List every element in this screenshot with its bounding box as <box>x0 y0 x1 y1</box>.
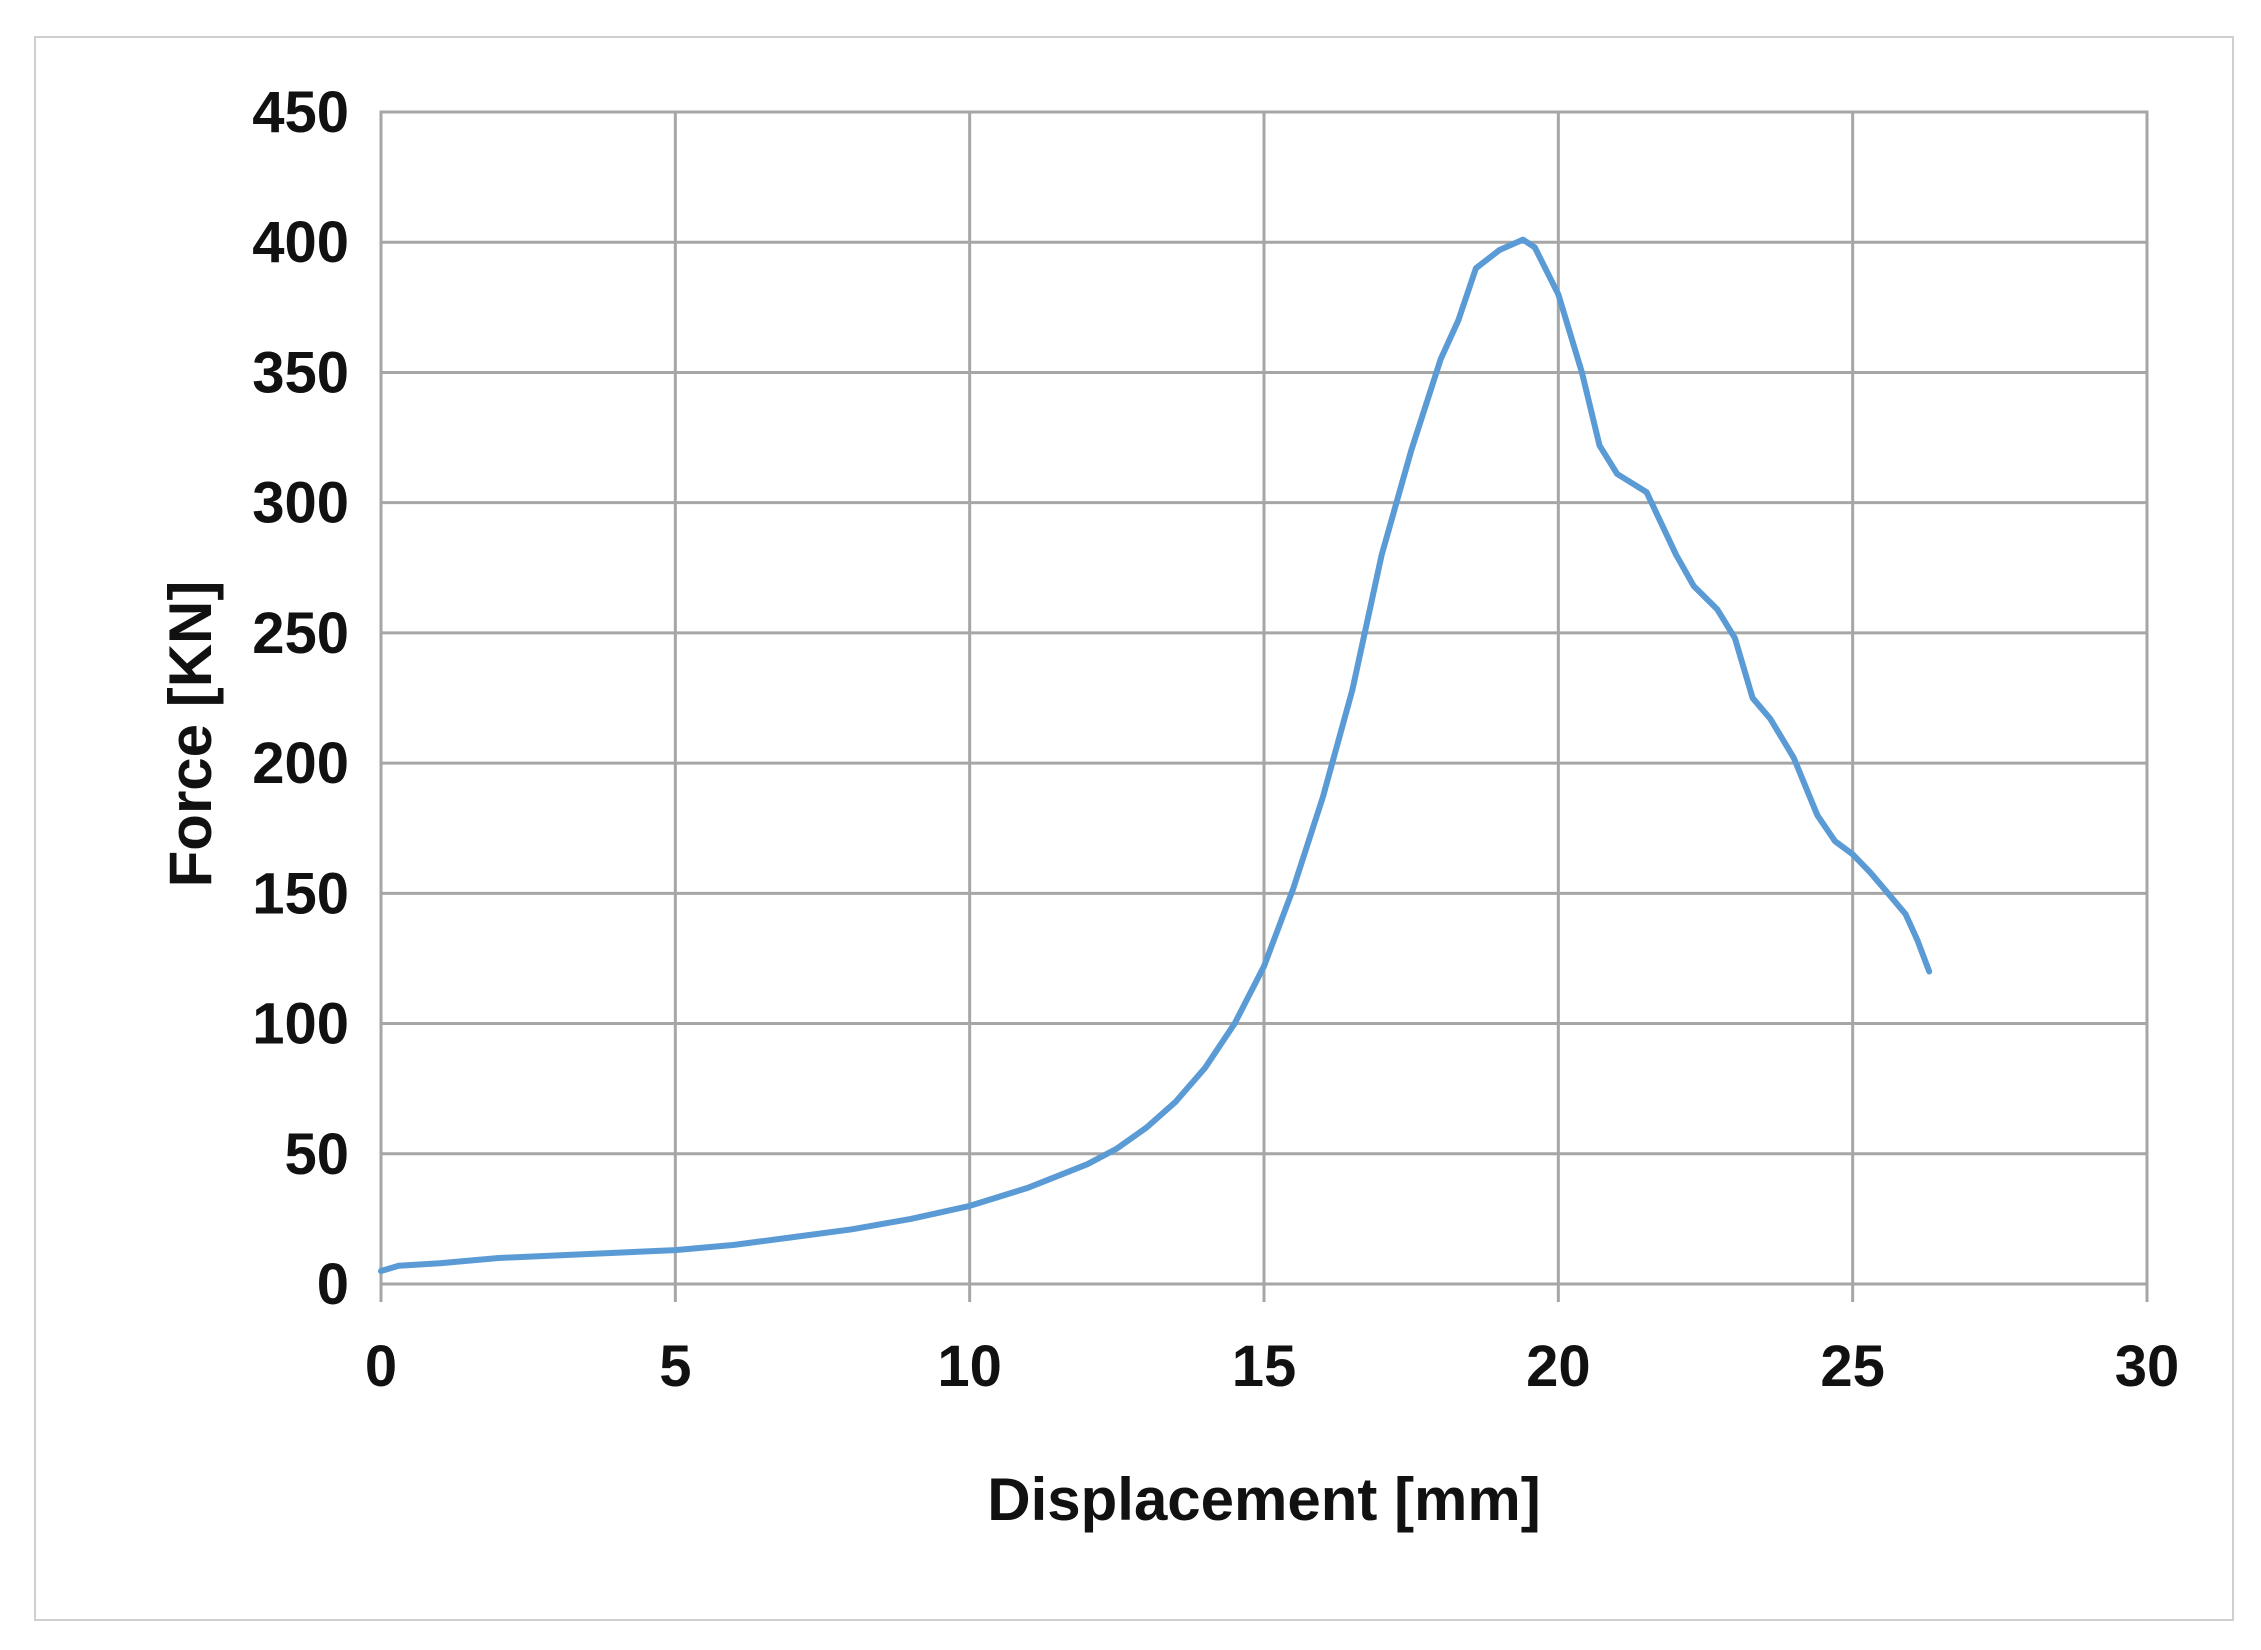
grid <box>379 110 2149 1302</box>
y-axis-ticks: 0 50 100 150 200 250 300 350 400 450 <box>252 80 349 1317</box>
y-tick-label: 50 <box>284 1122 349 1187</box>
x-tick-label: 10 <box>937 1334 1002 1399</box>
force-displacement-chart: 0 50 100 150 200 250 300 350 400 450 0 5 10 15 20 25 30… <box>157 80 2179 1533</box>
x-tick-label: 5 <box>659 1334 691 1399</box>
y-tick-label: 450 <box>252 80 349 145</box>
y-tick-label: 400 <box>252 210 349 275</box>
plot-area <box>379 110 2149 1286</box>
x-tick-label: 25 <box>1820 1334 1885 1399</box>
y-axis-title: Force [KN] <box>157 581 224 888</box>
x-tick-label: 20 <box>1526 1334 1591 1399</box>
x-tick-label: 15 <box>1232 1334 1297 1399</box>
y-tick-label: 0 <box>317 1252 349 1317</box>
y-tick-label: 350 <box>252 340 349 405</box>
y-tick-label: 150 <box>252 861 349 926</box>
y-tick-label: 200 <box>252 731 349 796</box>
chart-frame: 0 50 100 150 200 250 300 350 400 450 0 5 10 15 20 25 30… <box>34 36 2234 1621</box>
x-tick-label: 0 <box>365 1334 397 1399</box>
force-displacement-line <box>378 236 1933 1274</box>
y-tick-label: 300 <box>252 471 349 536</box>
x-axis-title: Displacement [mm] <box>987 1466 1540 1533</box>
y-tick-label: 100 <box>252 992 349 1057</box>
x-tick-label: 30 <box>2115 1334 2180 1399</box>
x-axis-ticks: 0 5 10 15 20 25 30 <box>365 1334 2179 1399</box>
series-layer <box>378 236 1933 1274</box>
y-tick-label: 250 <box>252 601 349 666</box>
